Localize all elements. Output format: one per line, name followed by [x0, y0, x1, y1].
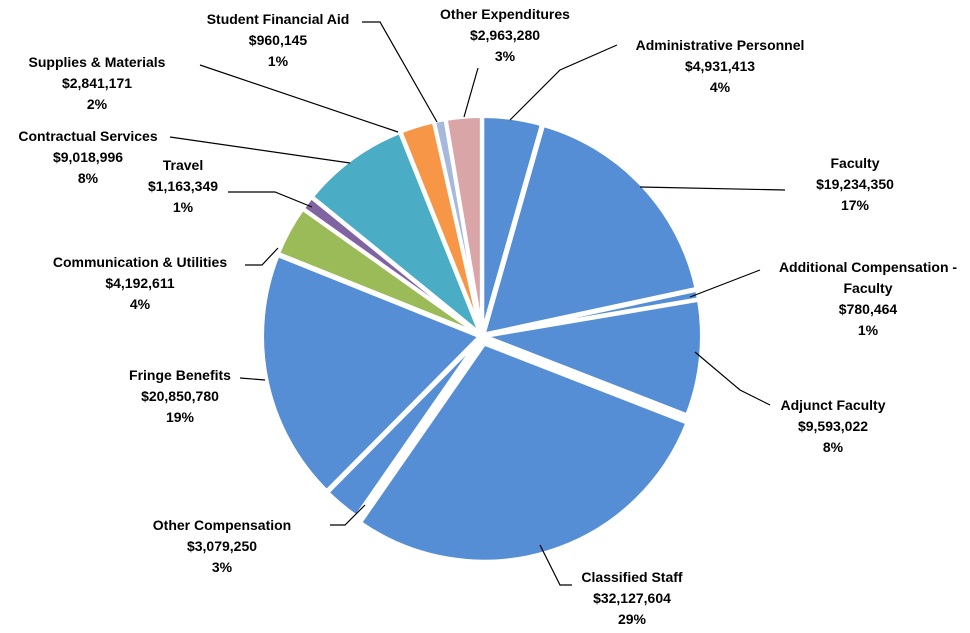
slice-name: Fringe Benefits	[129, 367, 231, 383]
slice-name: Administrative Personnel	[635, 37, 805, 53]
leader-line	[689, 269, 761, 298]
slice-name: Adjunct Faculty	[780, 397, 886, 413]
slice-percent: 1%	[857, 322, 879, 338]
slice-percent: 17%	[840, 197, 870, 213]
leader-line	[362, 21, 438, 123]
slice-value: $780,464	[838, 301, 898, 317]
leader-line	[509, 44, 618, 121]
slice-percent: 19%	[165, 409, 195, 425]
slice-label: Adjunct Faculty $9,593,022 8%	[733, 395, 933, 458]
slice-value: $20,850,780	[141, 388, 219, 404]
slice-value: $3,079,250	[186, 538, 258, 554]
slice-value: $19,234,350	[816, 176, 894, 192]
slice-percent: 4%	[709, 79, 731, 95]
slice-value: $1,163,349	[147, 178, 219, 194]
slice-label: Additional Compensation - Faculty $780,46…	[763, 257, 970, 341]
slice-name: Other Expenditures	[440, 6, 570, 22]
leader-line	[228, 191, 313, 208]
slice-percent: 3%	[494, 48, 516, 64]
slice-value: $4,192,611	[105, 275, 175, 291]
slice-label: Faculty $19,234,350 17%	[755, 153, 955, 216]
slice-name: Classified Staff	[581, 569, 683, 585]
slice-label: Communication & Utilities $4,192,611 4%	[10, 252, 270, 315]
pie-slice	[481, 122, 699, 337]
leader-line	[199, 64, 399, 133]
slice-percent: 2%	[86, 96, 108, 112]
pie-slice	[260, 253, 483, 494]
slice-percent: 1%	[267, 53, 289, 69]
slice-label: Other Expenditures $2,963,280 3%	[405, 4, 605, 67]
slice-percent: 8%	[77, 170, 99, 186]
slice-percent: 8%	[822, 439, 844, 455]
slice-label: Fringe Benefits $20,850,780 19%	[80, 365, 280, 428]
leader-line	[694, 351, 771, 406]
pie-slice	[357, 341, 690, 564]
slice-name: Travel	[162, 157, 204, 173]
slice-name: Communication & Utilities	[52, 254, 228, 270]
slice-name: Other Compensation	[152, 517, 292, 533]
slice-value: $2,963,280	[469, 27, 541, 43]
slice-name: Supplies & Materials	[28, 54, 166, 70]
slice-value: $32,127,604	[593, 590, 671, 606]
leader-line	[245, 247, 279, 266]
leader-line	[169, 136, 351, 164]
slice-label: Student Financial Aid $960,145 1%	[168, 9, 388, 72]
slice-label: Other Compensation $3,079,250 3%	[122, 515, 322, 578]
slice-value: $9,593,022	[797, 418, 869, 434]
leader-line	[330, 504, 366, 526]
leader-line	[463, 67, 479, 118]
slice-label: Classified Staff $32,127,604 29%	[532, 567, 732, 630]
slice-percent: 4%	[129, 296, 151, 312]
slice-percent: 29%	[617, 611, 647, 627]
slice-name: Contractual Services	[18, 128, 158, 144]
leader-line	[639, 186, 786, 191]
slice-name: Additional Compensation - Faculty	[778, 259, 958, 296]
slice-value: $2,841,171	[61, 75, 133, 91]
leader-line	[539, 544, 572, 586]
slice-percent: 1%	[172, 199, 194, 215]
slice-label: Travel $1,163,349 1%	[83, 155, 283, 218]
slice-label: Supplies & Materials $2,841,171 2%	[0, 52, 207, 115]
slice-label: Administrative Personnel $4,931,413 4%	[590, 35, 850, 98]
leader-line	[239, 377, 266, 381]
slice-label: Contractual Services $9,018,996 8%	[0, 126, 188, 189]
slice-value: $9,018,996	[52, 149, 124, 165]
slice-percent: 3%	[211, 559, 233, 575]
slice-value: $4,931,413	[684, 58, 756, 74]
slice-name: Student Financial Aid	[206, 11, 350, 27]
pie-slice	[309, 129, 483, 337]
slice-name: Faculty	[830, 155, 880, 171]
pie-slice	[481, 297, 704, 418]
slice-value: $960,145	[248, 32, 308, 48]
